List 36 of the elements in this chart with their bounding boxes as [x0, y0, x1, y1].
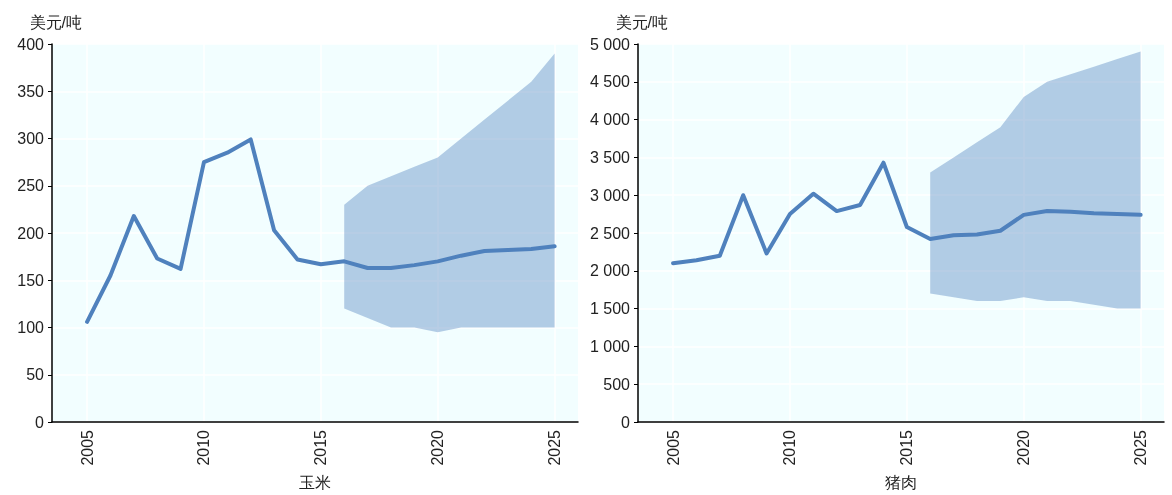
y-axis-title: 美元/吨 [615, 13, 668, 31]
y-tick-label: 100 [17, 319, 45, 336]
x-axis-title: 玉米 [299, 473, 331, 491]
x-tick-label: 2015 [898, 429, 916, 466]
x-tick-label: 2015 [312, 429, 330, 466]
x-axis-title: 猪肉 [885, 473, 917, 491]
y-tick-label: 3 500 [589, 148, 631, 166]
x-tick-label: 2020 [1015, 429, 1033, 466]
y-tick-label: 2 500 [589, 224, 631, 242]
y-tick-label: 500 [603, 375, 631, 393]
x-tick-label: 2010 [195, 429, 213, 466]
x-tick-label: 2025 [1132, 429, 1150, 466]
x-tick-label: 2005 [78, 429, 96, 466]
y-tick-label: 4 500 [589, 73, 631, 91]
y-tick-label: 50 [26, 366, 45, 384]
y-tick-label: 4 000 [589, 111, 631, 129]
y-axis-title: 美元/吨 [29, 13, 82, 31]
y-tick-label: 200 [17, 224, 45, 242]
y-tick-label: 350 [17, 82, 45, 100]
x-tick-label: 2025 [546, 429, 564, 466]
y-tick-label: 2 000 [589, 262, 631, 280]
y-tick-label: 3 000 [589, 186, 631, 204]
y-tick-label: 1 500 [589, 300, 631, 318]
x-tick-label: 2005 [664, 429, 682, 466]
line-series [671, 160, 1143, 266]
y-tick-label: 150 [17, 271, 45, 289]
y-tick-label: 1 000 [589, 337, 631, 355]
y-tick-label: 400 [17, 35, 45, 53]
y-tick-label: 0 [621, 413, 631, 431]
y-tick-label: 0 [35, 413, 45, 431]
y-tick-label: 300 [17, 130, 45, 147]
line-series [85, 137, 557, 324]
y-tick-label: 250 [17, 177, 45, 195]
y-tick-label: 5 000 [589, 35, 631, 53]
x-tick-label: 2020 [429, 429, 447, 466]
x-tick-label: 2010 [781, 429, 799, 466]
